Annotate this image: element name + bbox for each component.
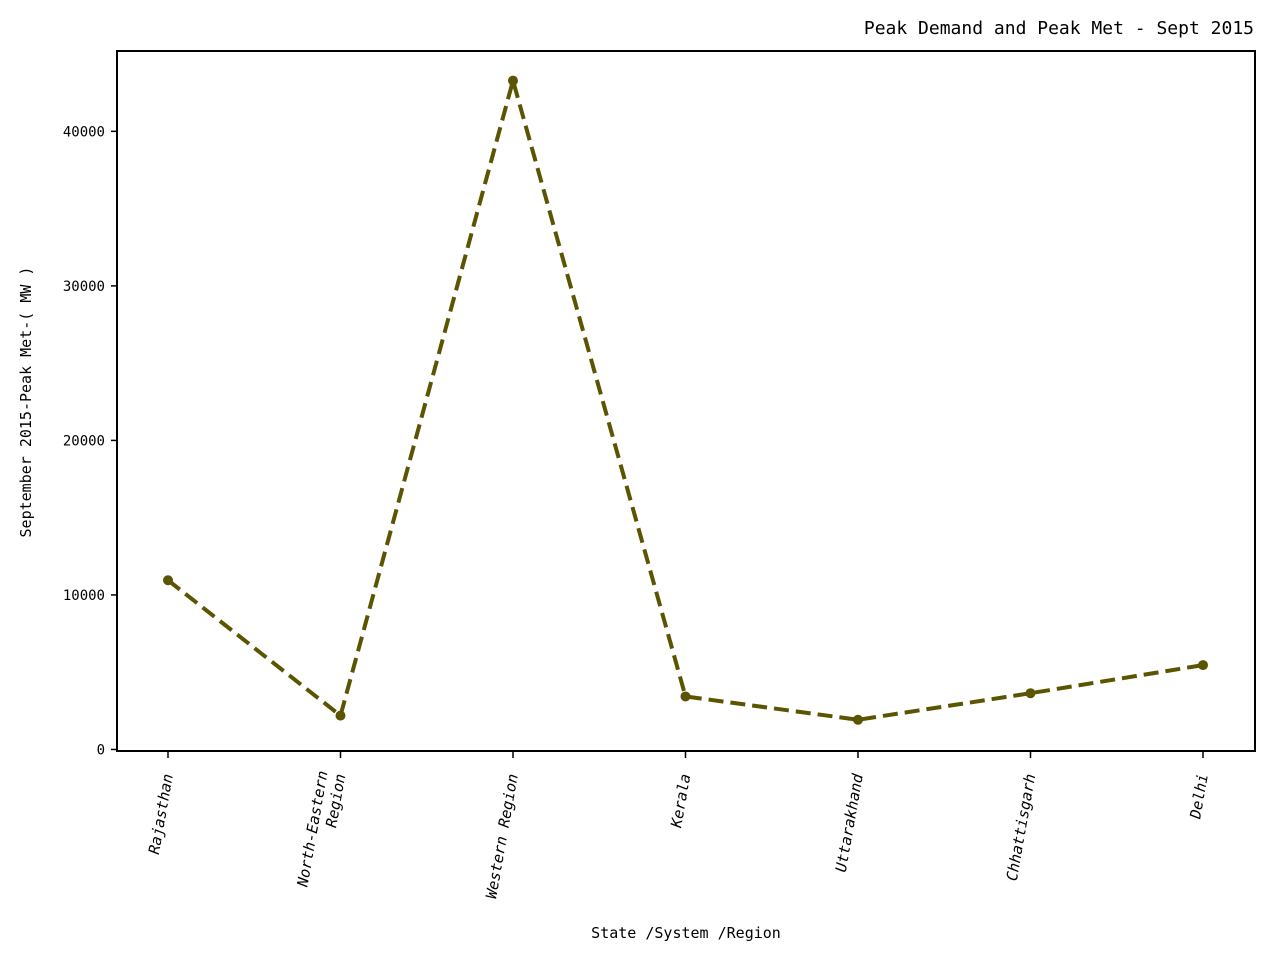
x-tick-label: Kerala (667, 772, 694, 829)
y-axis-label: September 2015-Peak Met-( MW ) (17, 267, 35, 538)
y-tick-label: 20000 (63, 433, 105, 449)
data-point (680, 691, 691, 702)
x-tick-label: Western Region (482, 772, 522, 900)
y-tick-label: 10000 (63, 588, 105, 604)
data-point (1025, 688, 1036, 699)
x-axis-label: State /System /Region (591, 924, 781, 942)
plot-frame (116, 50, 1256, 752)
x-axis: Rajasthan North-EasternRegion Western Regi… (145, 751, 1212, 900)
data-point (335, 710, 346, 721)
data-point (508, 75, 518, 86)
chart-title: Peak Demand and Peak Met - Sept 2015 (864, 18, 1254, 39)
x-tick-label: Uttarakhand (832, 771, 867, 873)
data-point (853, 714, 863, 725)
series-layer (163, 75, 1208, 725)
x-tick-label: Rajasthan (145, 772, 177, 855)
y-tick-label: 40000 (63, 124, 105, 140)
y-tick-label: 30000 (63, 279, 105, 295)
x-tick-label: Chhattisgarh (1003, 772, 1040, 882)
data-point (1198, 660, 1208, 671)
data-point (163, 575, 173, 586)
x-tick-label: North-EasternRegion (293, 769, 349, 892)
series-line (166, 78, 1204, 722)
y-axis: 0 10000 20000 30000 40000 (63, 124, 117, 758)
y-tick-label: 0 (97, 742, 105, 758)
x-tick-label: Delhi (1186, 772, 1212, 821)
